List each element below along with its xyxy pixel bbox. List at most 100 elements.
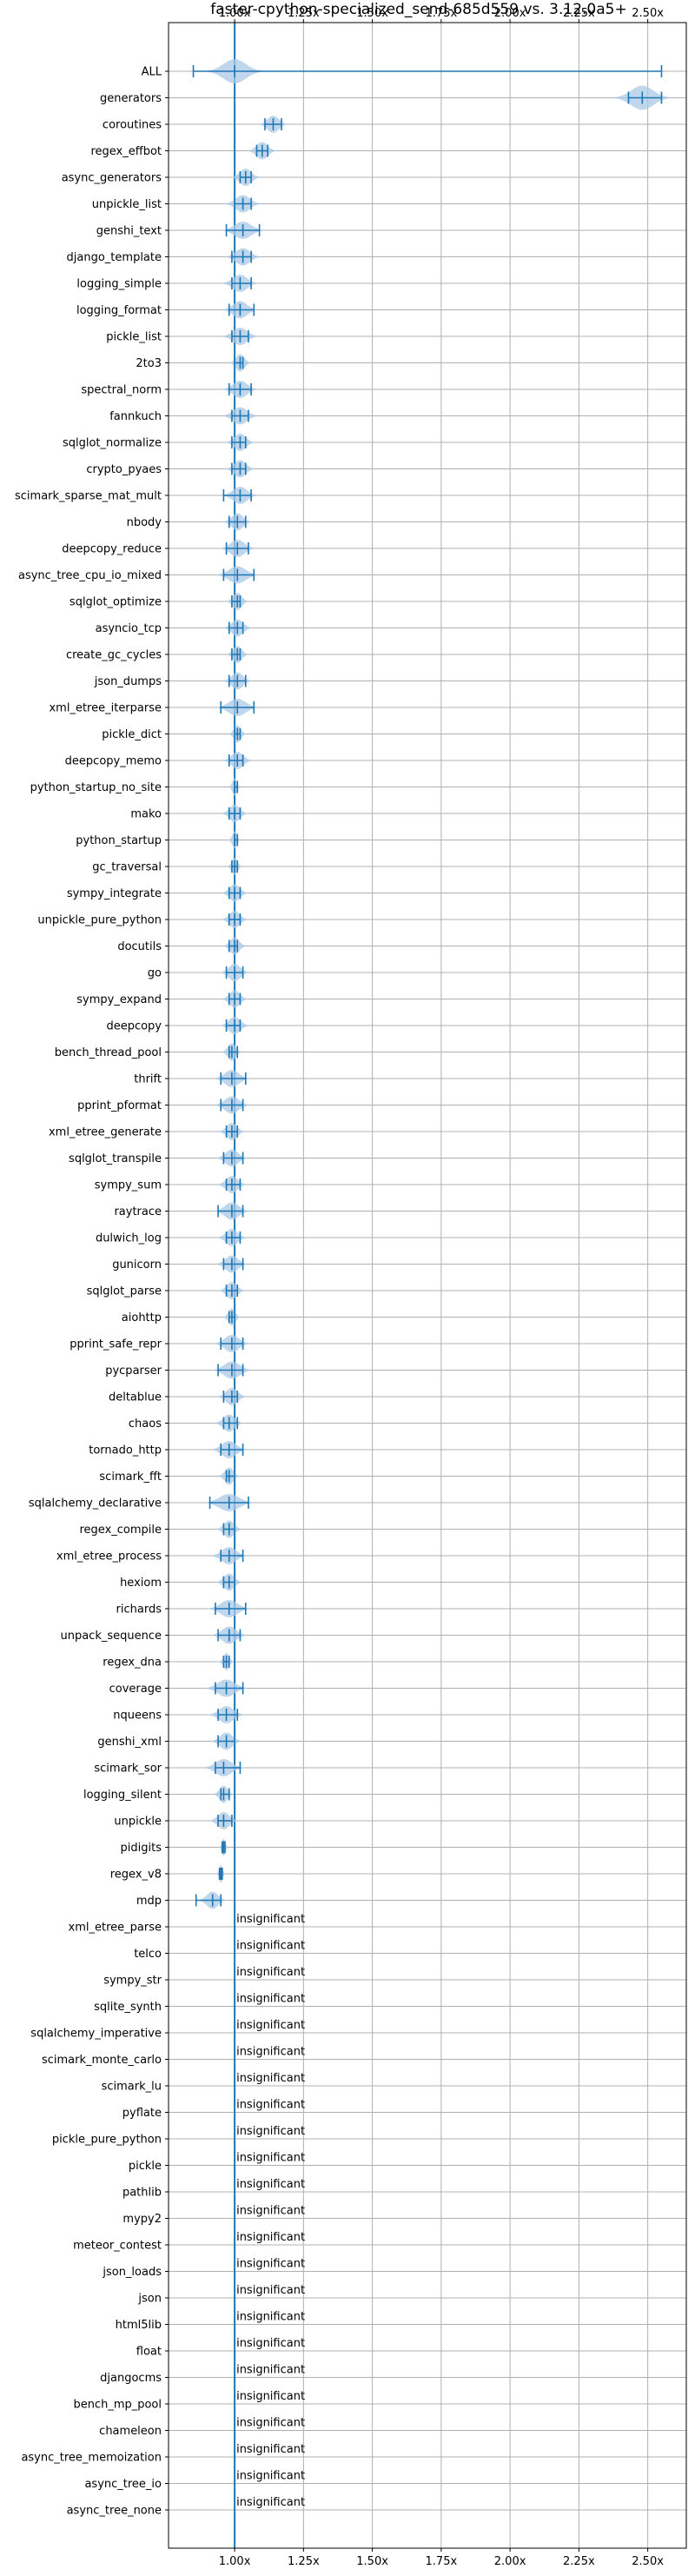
benchmark-label: telco bbox=[134, 1948, 162, 1961]
benchmark-label: pickle_pure_python bbox=[52, 2134, 162, 2147]
x-tick-label-bottom: 2.25x bbox=[563, 2555, 595, 2568]
benchmark-label: sqlglot_parse bbox=[87, 1285, 162, 1298]
benchmark-label: unpickle_pure_python bbox=[37, 914, 162, 927]
benchmark-label: logging_format bbox=[76, 304, 162, 317]
benchmark-label: xml_etree_parse bbox=[69, 1922, 162, 1935]
benchmark-label: dulwich_log bbox=[96, 1232, 162, 1245]
benchmark-label: sqlite_synth bbox=[94, 2001, 162, 2014]
benchmark-label: json bbox=[137, 2293, 162, 2306]
x-tick-label-bottom: 1.00x bbox=[219, 2555, 251, 2568]
benchmark-label: deepcopy bbox=[106, 1020, 162, 1033]
benchmark-label: generators bbox=[100, 92, 162, 105]
insignificant-label: insignificant bbox=[236, 2443, 305, 2456]
insignificant-label: insignificant bbox=[236, 2258, 305, 2271]
benchmark-label: sqlalchemy_declarative bbox=[29, 1497, 162, 1510]
benchmark-label: float bbox=[136, 2346, 162, 2359]
insignificant-label: insignificant bbox=[236, 2152, 305, 2165]
x-tick-label-top: 2.50x bbox=[632, 7, 664, 20]
benchmark-label: nqueens bbox=[113, 1710, 162, 1723]
benchmark-label: sqlglot_normalize bbox=[63, 437, 162, 450]
benchmark-label: regex_dna bbox=[103, 1656, 162, 1670]
insignificant-label: insignificant bbox=[236, 1993, 305, 2006]
insignificant-label: insignificant bbox=[236, 2231, 305, 2244]
insignificant-label: insignificant bbox=[236, 2390, 305, 2403]
benchmark-label: asyncio_tcp bbox=[96, 622, 162, 635]
benchmark-label: deepcopy_reduce bbox=[62, 543, 162, 556]
benchmark-label: sqlalchemy_imperative bbox=[30, 2028, 162, 2041]
benchmark-label: chaos bbox=[129, 1417, 162, 1431]
benchmark-label: scimark_fft bbox=[99, 1471, 162, 1484]
x-tick-label-bottom: 1.50x bbox=[356, 2555, 388, 2568]
benchmark-label: gc_traversal bbox=[92, 861, 162, 874]
x-tick-label-bottom: 1.25x bbox=[288, 2555, 320, 2568]
insignificant-label: insignificant bbox=[236, 2125, 305, 2138]
benchmark-label: thrift bbox=[134, 1073, 162, 1086]
benchmark-label: spectral_norm bbox=[81, 384, 162, 397]
insignificant-label: insignificant bbox=[236, 2311, 305, 2324]
benchmark-label: django_template bbox=[67, 251, 162, 264]
benchmark-label: pprint_safe_repr bbox=[70, 1338, 162, 1351]
benchmark-label: pidigits bbox=[121, 1842, 162, 1855]
insignificant-label: insignificant bbox=[236, 2099, 305, 2112]
x-tick-label-top: 1.25x bbox=[288, 7, 320, 20]
benchmark-label: deepcopy_memo bbox=[65, 755, 162, 768]
benchmark-label: coroutines bbox=[103, 119, 162, 132]
benchmark-label: async_tree_cpu_io_mixed bbox=[18, 569, 162, 582]
benchmark-label: sympy_expand bbox=[76, 993, 162, 1006]
benchmark-label: pickle bbox=[129, 2160, 162, 2173]
insignificant-label: insignificant bbox=[236, 2019, 305, 2032]
benchmark-label: meteor_contest bbox=[73, 2240, 162, 2253]
benchmark-label: scimark_sparse_mat_mult bbox=[15, 490, 162, 503]
insignificant-label: insignificant bbox=[236, 2178, 305, 2191]
benchmark-label: mypy2 bbox=[122, 2213, 162, 2226]
benchmark-label: crypto_pyaes bbox=[86, 463, 162, 476]
benchmark-label: richards bbox=[116, 1603, 162, 1617]
benchmark-label: mdp bbox=[136, 1895, 162, 1908]
benchmark-label: genshi_text bbox=[96, 225, 162, 238]
benchmark-label: pickle_dict bbox=[102, 728, 162, 741]
x-tick-label-top: 1.50x bbox=[356, 7, 388, 20]
benchmark-label: aiohttp bbox=[122, 1311, 162, 1325]
insignificant-label: insignificant bbox=[236, 2470, 305, 2483]
benchmark-label: xml_etree_generate bbox=[49, 1126, 162, 1139]
insignificant-label: insignificant bbox=[236, 2284, 305, 2297]
benchmark-label: python_startup_no_site bbox=[30, 781, 162, 794]
benchmark-label: nbody bbox=[127, 516, 162, 529]
benchmark-label: regex_v8 bbox=[110, 1869, 162, 1882]
benchmark-label: pickle_list bbox=[106, 331, 162, 344]
plot-frame bbox=[168, 22, 687, 2549]
x-tick-label-bottom: 1.75x bbox=[426, 2555, 458, 2568]
x-tick-label-top: 1.75x bbox=[426, 7, 458, 20]
benchmark-label: bench_mp_pool bbox=[73, 2399, 162, 2412]
benchmark-label: unpickle bbox=[114, 1816, 162, 1829]
benchmark-label: json_loads bbox=[102, 2266, 162, 2279]
x-tick-label-top: 2.00x bbox=[494, 7, 526, 20]
benchmark-label: async_generators bbox=[62, 172, 162, 185]
benchmark-label: sympy_integrate bbox=[67, 887, 162, 900]
benchmark-label: sqlglot_transpile bbox=[69, 1152, 162, 1165]
benchmark-label: raytrace bbox=[114, 1205, 162, 1218]
insignificant-label: insignificant bbox=[236, 2496, 305, 2509]
benchmark-label: scimark_sor bbox=[94, 1763, 162, 1776]
benchmark-label: 2to3 bbox=[136, 357, 162, 370]
benchmark-label: ALL bbox=[142, 66, 162, 79]
benchmark-label: python_startup bbox=[76, 834, 162, 847]
benchmark-label: create_gc_cycles bbox=[66, 649, 162, 662]
benchmark-label: html5lib bbox=[116, 2319, 162, 2332]
benchmark-label: deltablue bbox=[109, 1391, 162, 1404]
insignificant-label: insignificant bbox=[236, 1913, 305, 1926]
benchmark-label: json_dumps bbox=[94, 675, 162, 688]
benchmark-label: async_tree_memoization bbox=[21, 2452, 162, 2465]
benchmark-label: mako bbox=[130, 808, 162, 821]
benchmark-label: pathlib bbox=[122, 2187, 162, 2200]
benchmark-label: fannkuch bbox=[109, 410, 162, 423]
benchmark-label: async_tree_none bbox=[67, 2505, 162, 2518]
benchmark-label: pprint_pformat bbox=[77, 1099, 162, 1112]
x-tick-label-top: 1.00x bbox=[219, 7, 251, 20]
benchmark-label: scimark_monte_carlo bbox=[42, 2054, 162, 2067]
benchmark-label: genshi_xml bbox=[97, 1736, 162, 1749]
insignificant-label: insignificant bbox=[236, 2205, 305, 2218]
insignificant-label: insignificant bbox=[236, 1966, 305, 1979]
benchmark-label: unpickle_list bbox=[92, 198, 162, 211]
